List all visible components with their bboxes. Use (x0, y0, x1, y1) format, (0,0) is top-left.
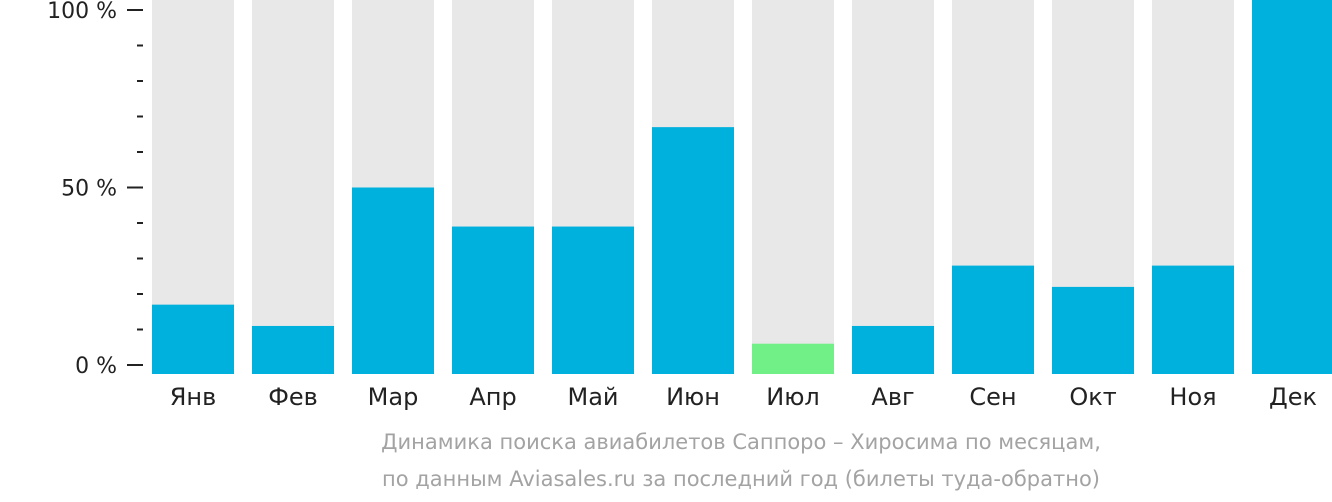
x-category-label: Апр (469, 383, 516, 411)
bar-1 (152, 304, 234, 374)
bar-11 (1152, 265, 1234, 374)
x-category-label: Ноя (1169, 383, 1216, 411)
x-category-label: Дек (1269, 383, 1317, 411)
bar-background (252, 0, 334, 374)
chart-caption-line-2: по данным Aviasales.ru за последний год … (382, 467, 1100, 491)
bar-10 (1052, 286, 1134, 374)
y-tick-label: 50 % (61, 177, 117, 202)
x-category-label: Сен (969, 383, 1016, 411)
x-category-label: Май (567, 383, 618, 411)
bar-2 (252, 325, 334, 374)
y-axis: 100 % 50 % 0 % (47, 0, 143, 379)
bar-background (752, 0, 834, 374)
y-tick-label: 100 % (47, 0, 117, 24)
chart-caption-line-1: Динамика поиска авиабилетов Саппоро – Хи… (381, 430, 1101, 454)
x-category-label: Фев (268, 383, 318, 411)
bar-4 (452, 226, 534, 374)
bar-6 (652, 127, 734, 375)
x-category-label: Мар (368, 383, 419, 411)
x-axis-labels: Янв Фев Мар Апр Май Июн Июл Авг Сен Окт Ноя Дек (170, 383, 1317, 411)
bars (152, 0, 1332, 375)
bar-9 (952, 265, 1034, 374)
x-category-label: Окт (1069, 383, 1116, 411)
x-category-label: Авг (871, 383, 914, 411)
bar-5 (552, 226, 634, 374)
bar-7 (752, 343, 834, 374)
y-tick-label: 0 % (75, 354, 117, 379)
bar-12 (1252, 0, 1332, 374)
bar-8 (852, 325, 934, 374)
x-category-label: Июл (766, 383, 820, 411)
x-category-label: Июн (666, 383, 720, 411)
bar-background (852, 0, 934, 374)
x-category-label: Янв (170, 383, 217, 411)
bar-3 (352, 187, 434, 374)
